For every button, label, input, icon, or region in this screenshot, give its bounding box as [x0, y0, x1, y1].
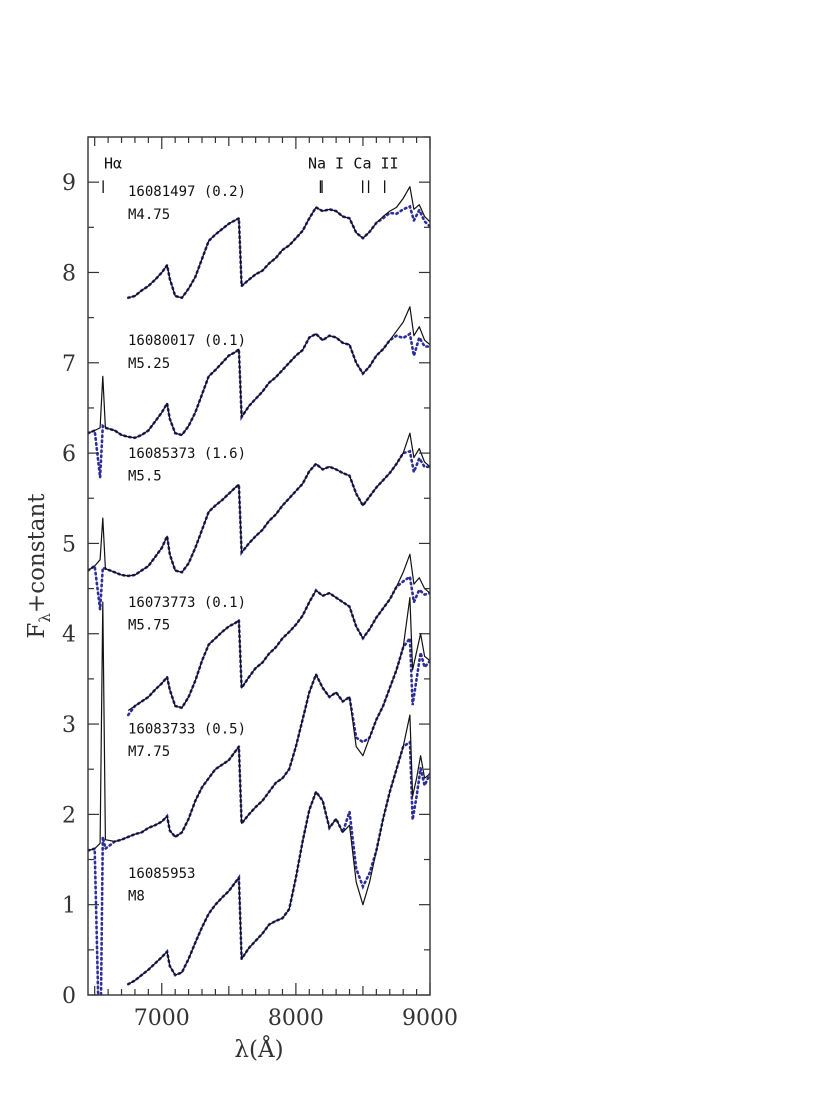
spectral-type-label: M5.75	[128, 618, 170, 634]
spectral-type-label: M8	[128, 889, 145, 905]
spectrum-labels: 16081497 (0.2) M4.75 16080017 (0.1) M5.25 16…	[128, 184, 246, 904]
observed-spectrum-3	[88, 432, 430, 577]
line-markers: Hα Na I Ca II	[102, 155, 399, 193]
y-tick-label: 4	[62, 623, 76, 648]
y-axis-title-main: F	[24, 623, 50, 639]
y-tick-label: 0	[62, 984, 76, 1009]
x-tick-label: 7000	[134, 1006, 190, 1031]
spectrum-id-label: 16081497 (0.2)	[128, 184, 246, 200]
model-spectrum-6	[126, 739, 430, 986]
plot-frame	[87, 136, 431, 996]
observed-spectrum-4	[127, 553, 430, 711]
observed-spectrum-5	[88, 596, 430, 852]
spectrum-id-label: 16085373 (1.6)	[128, 446, 246, 462]
y-tick-label: 7	[62, 352, 76, 377]
x-tick-label: 8000	[268, 1006, 324, 1031]
spectral-type-label: M7.75	[128, 744, 170, 760]
observed-spectrum-2	[88, 306, 430, 439]
line-marker-label: Na I	[308, 155, 344, 173]
series-layer	[88, 186, 430, 995]
spectrum-id-label: 16085953	[128, 866, 195, 882]
spectrum-id-label: 16083733 (0.5)	[128, 722, 246, 738]
y-tick-label: 9	[62, 171, 76, 196]
spectrum-id-label: 16080017 (0.1)	[128, 333, 246, 349]
spectral-type-label: M4.75	[128, 207, 170, 223]
ticks-layer: 0 1 2 3 4 5 6 7 8 9 7000 8000 9000	[62, 136, 458, 1031]
line-marker-label: Hα	[104, 155, 122, 173]
y-axis-title: Fλ+constant	[24, 493, 54, 639]
y-axis-title-rest: +constant	[24, 493, 50, 613]
x-tick-label: 9000	[402, 1006, 458, 1031]
y-tick-label: 6	[62, 442, 76, 467]
y-tick-label: 2	[62, 803, 76, 828]
model-spectrum-1	[126, 204, 430, 300]
observed-spectrum-6	[127, 714, 430, 985]
line-marker-label: Ca II	[353, 155, 398, 173]
x-axis-title: λ(Å)	[234, 1035, 283, 1063]
y-axis-title-sub: λ	[36, 613, 54, 623]
spectrum-id-label: 16073773 (0.1)	[128, 595, 246, 611]
observed-spectrum-1	[128, 186, 430, 299]
y-tick-label: 3	[62, 713, 76, 738]
y-tick-label: 5	[62, 532, 76, 557]
spectral-type-label: M5.5	[128, 469, 162, 485]
spectral-type-label: M5.25	[128, 356, 170, 372]
y-tick-label: 8	[62, 261, 76, 286]
y-tick-label: 1	[62, 894, 76, 919]
